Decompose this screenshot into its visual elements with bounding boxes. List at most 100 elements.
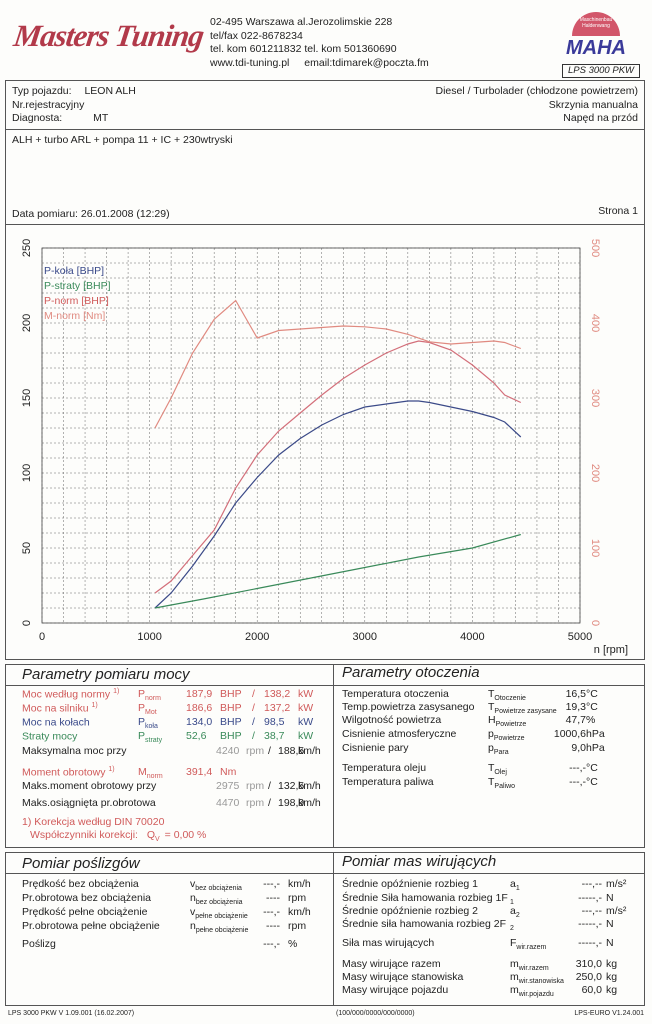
slip-row-value: ---,-	[263, 906, 280, 918]
y-tick-label-right: 200	[589, 464, 601, 482]
divider	[5, 873, 645, 874]
ambient-title: Parametry otoczenia	[342, 664, 480, 681]
power-row-value2: 138,2	[264, 688, 291, 700]
legend-m-norm: M-norm [Nm]	[44, 310, 106, 322]
power-row-unit: BHP	[220, 730, 242, 742]
slip-row-label: Prędkość pełne obciążenie	[22, 906, 148, 918]
power-row-sep: /	[252, 716, 255, 728]
slip-row-label: Prędkość bez obciążenia	[22, 878, 139, 890]
ambient-row-symbol: HPowietrze	[488, 714, 527, 729]
slip-row-value: ---,-	[263, 938, 280, 950]
registration-label: Nr.rejestracyjny	[12, 99, 85, 111]
ambient-row-label: Cisnienie pary	[342, 742, 409, 754]
power-row-symbol: Pstraty	[138, 730, 163, 745]
y-tick-label-right: 0	[589, 620, 601, 626]
x-tick-label: 0	[39, 631, 45, 643]
plot-area	[41, 247, 581, 624]
mass-row-symbol: 1	[510, 899, 514, 907]
mass-row-unit: kg	[606, 958, 618, 970]
measurement-date: Data pomiaru: 26.01.2008 (12:29)	[12, 208, 170, 220]
ambient-row-symbol: pPowietrze	[488, 728, 525, 743]
power-row-label: Straty mocy	[22, 730, 78, 743]
company-address: 02-495 Warszawa al.Jerozolimskie 228	[210, 16, 393, 28]
max-rpm-speed-unit: km/h	[298, 797, 321, 809]
power-row-label: Moc na kołach	[22, 716, 90, 729]
power-row-unit2: kW	[298, 688, 314, 700]
company-telfax: tel/fax 022-8678234	[210, 29, 303, 42]
masses-title: Pomiar mas wirujących	[342, 853, 497, 870]
ambient-row-symbol: TOtoczenie	[488, 688, 526, 703]
ambient-row-unit: %	[586, 714, 596, 726]
power-row-value2: 38,7	[264, 730, 285, 742]
power-row-label: Moc na silniku 1)	[22, 702, 98, 715]
company-tel: tel. kom 601211832 tel. kom 501360690	[210, 43, 397, 55]
slip-row-unit: km/h	[288, 878, 311, 890]
y-tick-label-left: 100	[21, 464, 33, 482]
company-web-email: www.tdi-tuning.pl email:tdimarek@poczta.…	[210, 57, 429, 71]
torque-symbol: Mnorm	[138, 766, 163, 781]
torque-unit: Nm	[220, 766, 237, 778]
mass-row-symbol: a1	[510, 878, 520, 893]
footer-mid: (100/000/0000/000/0000)	[336, 1010, 415, 1017]
diagnostician: Diagnosta: MT	[12, 112, 108, 124]
gearbox: Skrzynia manualna	[548, 99, 638, 111]
max-power-speed: 188,5	[278, 745, 305, 757]
ambient-row-label: Cisnienie atmosferyczne	[342, 728, 457, 740]
company-contact: 02-495 Warszawa al.Jerozolimskie 228 tel…	[210, 16, 429, 70]
slip-row-symbol: nbez obciążenia	[190, 892, 243, 907]
max-torque-rpm-unit: rpm	[246, 780, 265, 792]
mass-row-symbol: a2	[510, 905, 520, 920]
power-row-unit2: kW	[298, 730, 314, 742]
mass-row-value: 60,0	[581, 984, 602, 996]
footer-right: LPS-EURO V1.24.001	[574, 1010, 644, 1017]
company-web: www.tdi-tuning.pl	[210, 56, 290, 69]
divider	[333, 664, 334, 847]
power-row-symbol: Pnorm	[138, 688, 161, 703]
ambient-row-value: 1000,6	[553, 728, 586, 740]
mass-row-label: Siła mas wirujących	[342, 937, 435, 949]
maha-wordmark: MAHA	[566, 37, 626, 59]
mass-row-label: Masy wirujące pojazdu	[342, 984, 449, 996]
slip-row-value: ----	[266, 892, 280, 904]
power-row-value: 134,0	[186, 716, 213, 728]
slip-row-label: Pr.obrotowa pełne obciążenie	[22, 920, 160, 932]
mass-row-symbol: Fwir.razem	[510, 937, 547, 952]
vehicle-type: Typ pojazdu: LEON ALH	[12, 85, 136, 97]
slip-row-value: ---,-	[263, 878, 280, 890]
legend-p-norm: P-norm [BHP]	[44, 295, 109, 307]
mass-row-value: 310,0	[575, 958, 602, 970]
ambient-row-value: 9,0	[571, 742, 586, 754]
slip-title: Pomiar poślizgów	[22, 855, 140, 872]
y-tick-label-left: 200	[21, 314, 33, 332]
power-row-unit: BHP	[220, 702, 242, 714]
footer-left: LPS 3000 PKW V 1.09.001 (16.02.2007)	[8, 1010, 135, 1017]
company-logo: Masters Tuning	[11, 18, 206, 53]
mass-row-value: ---,--	[581, 905, 602, 917]
page-number: Strona 1	[598, 205, 638, 217]
vehicle-notes: ALH + turbo ARL + pompa 11 + IC + 230wtr…	[12, 134, 233, 146]
slip-row-symbol: vpełne obciążenie	[190, 906, 248, 921]
y-tick-label-left: 0	[21, 620, 33, 626]
ambient-row-unit: °C	[586, 701, 598, 713]
y-tick-label-right: 300	[589, 389, 601, 407]
diagnostician-value: MT	[93, 112, 109, 124]
power-row-value: 186,6	[186, 702, 213, 714]
mass-row-label: Masy wirujące stanowiska	[342, 971, 464, 983]
vehicle-type-value: LEON ALH	[84, 85, 136, 97]
power-row-unit: BHP	[220, 688, 242, 700]
series-line-3	[154, 299, 522, 429]
mass-row-value: -----,-	[578, 937, 602, 949]
max-power-label: Maksymalna moc przy	[22, 745, 127, 757]
chart-legend: P-koła [BHP] P-straty [BHP] P-norm [BHP]…	[44, 264, 111, 324]
ambient-row-unit: hPa	[586, 742, 605, 754]
correction-coefficient: Współczynniki korekcji: QV = 0,00 %	[30, 829, 207, 844]
power-row-value: 52,6	[186, 730, 207, 742]
mass-row-symbol: mwir.razem	[510, 958, 549, 973]
mass-row-value: ---,--	[581, 878, 602, 890]
divider	[5, 129, 645, 130]
ambient-row-unit: °C	[586, 776, 598, 788]
power-row-label: Moc według normy 1)	[22, 688, 120, 701]
max-torque-rpm: 2975	[216, 780, 240, 792]
max-torque-label: Maks.moment obrotowy przy	[22, 780, 157, 792]
mass-row-value: 250,0	[575, 971, 602, 983]
